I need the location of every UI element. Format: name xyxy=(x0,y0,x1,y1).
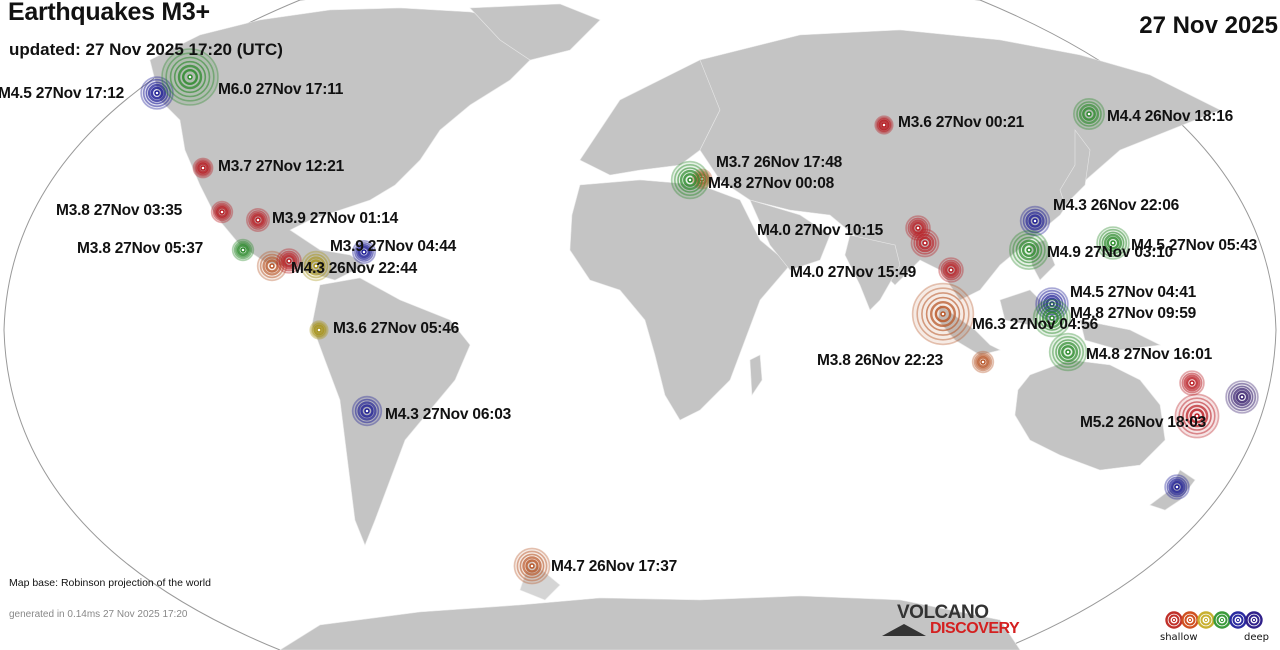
earthquake-marker[interactable] xyxy=(513,547,551,585)
earthquake-label[interactable]: M4.0 27Nov 15:49 xyxy=(790,264,917,281)
earthquake-label[interactable]: M3.6 27Nov 00:21 xyxy=(898,114,1025,131)
earthquake-marker[interactable] xyxy=(351,240,376,265)
legend-shallow-label: shallow xyxy=(1160,632,1198,643)
volcano-icon xyxy=(882,624,926,636)
earthquake-marker[interactable] xyxy=(1179,370,1205,396)
earthquake-marker[interactable] xyxy=(1032,298,1072,338)
earthquake-label[interactable]: M4.9 27Nov 03:10 xyxy=(1047,244,1174,261)
map-base-credit: Map base: Robinson projection of the wor… xyxy=(9,577,211,589)
earthquake-label[interactable]: M4.5 27Nov 05:43 xyxy=(1131,237,1258,254)
earthquake-marker[interactable] xyxy=(670,160,710,200)
earthquake-label[interactable]: M3.7 27Nov 12:21 xyxy=(218,158,345,175)
earthquake-label[interactable]: M5.2 26Nov 18:03 xyxy=(1080,414,1207,431)
earthquake-label[interactable]: M4.3 26Nov 22:44 xyxy=(291,260,418,277)
earthquake-label[interactable]: M4.5 27Nov 04:41 xyxy=(1070,284,1197,301)
earthquake-label[interactable]: M3.8 27Nov 05:37 xyxy=(77,240,204,257)
earthquake-label[interactable]: M3.7 26Nov 17:48 xyxy=(716,154,843,171)
earthquake-label[interactable]: M4.3 27Nov 06:03 xyxy=(385,406,512,423)
earthquake-marker[interactable] xyxy=(140,76,174,110)
logo-line-1: VOLCANO xyxy=(897,602,989,623)
earthquake-label[interactable]: M4.3 26Nov 22:06 xyxy=(1053,197,1180,214)
earthquake-marker[interactable] xyxy=(874,115,894,135)
earthquake-marker[interactable] xyxy=(309,320,329,340)
generated-info: generated in 0.14ms 27 Nov 2025 17:20 xyxy=(9,609,188,620)
map-date: 27 Nov 2025 xyxy=(1139,12,1278,39)
page-title: Earthquakes M3+ xyxy=(8,0,210,26)
earthquake-marker[interactable] xyxy=(1008,230,1049,271)
land xyxy=(149,3,1221,650)
earthquake-marker[interactable] xyxy=(192,157,214,179)
earthquake-marker[interactable] xyxy=(1174,393,1220,439)
earthquake-marker[interactable] xyxy=(300,250,332,282)
earthquake-marker[interactable] xyxy=(971,350,995,374)
earthquake-marker[interactable] xyxy=(1073,98,1106,131)
earthquake-label[interactable]: M3.9 27Nov 04:44 xyxy=(330,238,457,255)
earthquake-marker[interactable] xyxy=(1164,474,1190,500)
earthquake-marker[interactable] xyxy=(911,282,975,346)
earthquake-label[interactable]: M4.0 27Nov 10:15 xyxy=(757,222,884,239)
volcano-discovery-logo[interactable]: VOLCANO DISCOVERY xyxy=(880,602,1040,642)
logo-line-2: DISCOVERY xyxy=(930,620,1020,637)
earthquake-marker[interactable] xyxy=(161,48,219,106)
earthquake-marker[interactable] xyxy=(231,238,255,262)
earthquake-marker[interactable] xyxy=(910,228,940,258)
earthquake-label[interactable]: M3.8 27Nov 03:35 xyxy=(56,202,183,219)
earthquake-marker[interactable] xyxy=(1048,332,1088,372)
earthquake-label[interactable]: M4.5 27Nov 17:12 xyxy=(0,85,125,102)
earthquake-marker[interactable] xyxy=(1019,205,1051,237)
earthquake-marker[interactable] xyxy=(1096,226,1130,260)
earthquake-marker[interactable] xyxy=(351,395,383,427)
earthquake-label[interactable]: M4.4 26Nov 18:16 xyxy=(1107,108,1234,125)
earthquake-marker[interactable] xyxy=(938,257,964,283)
earthquake-label[interactable]: M3.9 27Nov 01:14 xyxy=(272,210,399,227)
earthquake-label[interactable]: M3.6 27Nov 05:46 xyxy=(333,320,460,337)
updated-timestamp: updated: 27 Nov 2025 17:20 (UTC) xyxy=(9,40,283,59)
earthquake-marker[interactable] xyxy=(210,200,234,224)
earthquake-label[interactable]: M4.8 27Nov 16:01 xyxy=(1086,346,1213,363)
earthquake-marker[interactable] xyxy=(1225,380,1259,414)
depth-color-scale-icon xyxy=(1165,611,1263,629)
earthquake-label[interactable]: M4.8 27Nov 00:08 xyxy=(708,175,835,192)
earthquake-label[interactable]: M4.7 26Nov 17:37 xyxy=(551,558,678,575)
earthquake-label[interactable]: M6.3 27Nov 04:56 xyxy=(972,316,1099,333)
earthquake-markers xyxy=(140,48,1259,585)
earthquake-marker[interactable] xyxy=(276,248,302,274)
earthquake-label[interactable]: M6.0 27Nov 17:11 xyxy=(218,81,344,98)
earthquake-label[interactable]: M4.8 27Nov 09:59 xyxy=(1070,305,1197,322)
legend-deep-label: deep xyxy=(1244,632,1269,643)
depth-legend: shallow deep xyxy=(1160,608,1270,648)
earthquake-label[interactable]: M3.8 26Nov 22:23 xyxy=(817,352,944,369)
earthquake-marker[interactable] xyxy=(246,208,271,233)
